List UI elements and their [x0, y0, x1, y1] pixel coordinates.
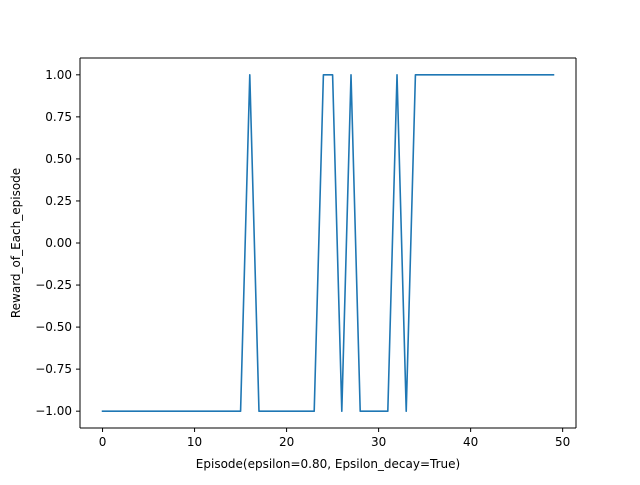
y-tick-label: 0.75: [45, 110, 72, 124]
y-tick-label: 1.00: [45, 68, 72, 82]
y-tick-label: 0.25: [45, 194, 72, 208]
y-tick-label: −1.00: [35, 404, 72, 418]
axes-layer: [79, 57, 577, 429]
y-tick-label: −0.50: [35, 320, 72, 334]
x-tick-label: 50: [555, 435, 570, 449]
x-tick-label: 0: [99, 435, 107, 449]
x-tick-label: 30: [371, 435, 386, 449]
y-tick-label: 0.50: [45, 152, 72, 166]
y-tick-label: −0.75: [35, 362, 72, 376]
x-axis-label: Episode(epsilon=0.80, Epsilon_decay=True…: [196, 457, 460, 471]
series-layer: [101, 74, 555, 412]
x-tick-label: 10: [187, 435, 202, 449]
x-tick-label: 40: [463, 435, 478, 449]
ticks-layer: 0 10 20 30 40 50 −1.00 −0.75 −0.50 −0.25 0.00 0.25 0…: [35, 68, 570, 449]
series-line-reward: [101, 74, 555, 412]
x-tick-label: 20: [279, 435, 294, 449]
y-tick-label: 0.00: [45, 236, 72, 250]
y-tick-label: −0.25: [35, 278, 72, 292]
y-axis-label: Reward_of_Each_episode: [9, 168, 23, 318]
